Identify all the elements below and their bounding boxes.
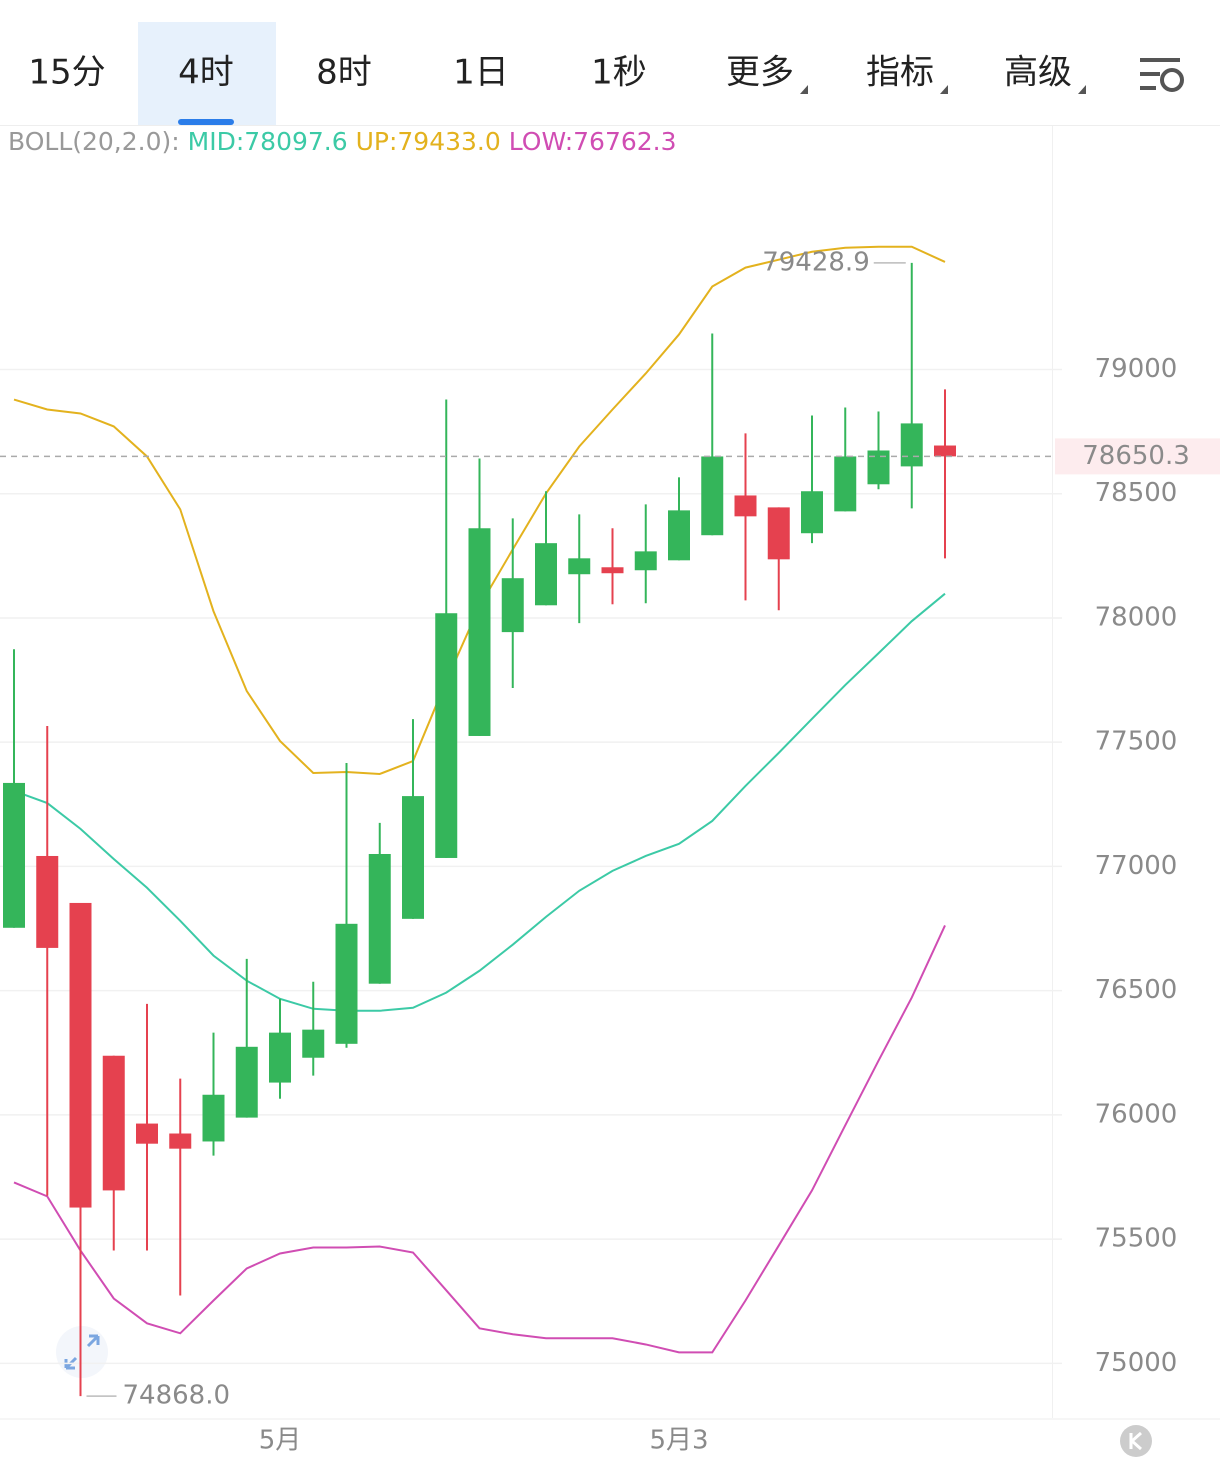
y-tick-label: 76500 [1095, 975, 1178, 1005]
tab-label[interactable]: 1秒 [591, 53, 647, 93]
candle-body [3, 782, 25, 928]
min-label: 74868.0 [123, 1381, 231, 1411]
k-icon[interactable] [1120, 1425, 1152, 1457]
legend-entry: UP:79433.0 [356, 127, 501, 156]
tab-label[interactable]: 指标 [866, 53, 934, 93]
candle-body [535, 543, 557, 606]
candle-body [801, 491, 823, 534]
candle-body [934, 445, 956, 457]
icon-bg [1120, 1425, 1152, 1457]
y-tick-label: 78500 [1095, 478, 1178, 508]
last-price-bg [1055, 438, 1220, 475]
indicator-legend: BOLL(20,2.0): MID:78097.6 UP:79433.0 LOW… [8, 127, 677, 156]
candle-body [501, 578, 524, 633]
legend-entry: MID:78097.6 [188, 127, 348, 156]
candle-body [202, 1094, 225, 1142]
candle-body [235, 1046, 258, 1118]
tab-label[interactable]: 8时 [316, 53, 372, 93]
candle-body [435, 613, 458, 858]
tab-label[interactable]: 15分 [28, 53, 105, 93]
candle-body [634, 551, 657, 571]
icon-gear [1160, 68, 1184, 92]
candle-body [402, 796, 424, 919]
y-tick-label: 76000 [1095, 1099, 1178, 1129]
candle-body [734, 495, 757, 517]
candle-body [900, 423, 923, 467]
candle-body [335, 923, 358, 1044]
settings-icon[interactable] [1140, 58, 1184, 92]
x-tick-label: 5月3 [649, 1426, 708, 1456]
dropdown-caret [800, 85, 808, 94]
dropdown-caret [1078, 85, 1086, 94]
tab-label[interactable]: 4时 [178, 53, 234, 93]
candle-body [102, 1055, 125, 1191]
y-tick-label: 79000 [1095, 354, 1178, 384]
band-line [13, 925, 946, 1354]
icon-bg [56, 1326, 108, 1378]
x-tick-label: 5月 [259, 1426, 302, 1456]
legend-entry: BOLL(20,2.0): [8, 127, 180, 156]
dropdown-caret [940, 85, 948, 94]
candle-body [302, 1029, 325, 1058]
candle-body [668, 510, 690, 561]
y-tick-label: 77500 [1095, 727, 1178, 757]
candle-body [468, 528, 491, 736]
active-tab-bg [138, 22, 276, 125]
legend-entry: LOW:76762.3 [509, 127, 677, 156]
tab-label[interactable]: 1日 [453, 53, 509, 93]
candle-body [867, 450, 890, 485]
icon-k [1129, 1431, 1142, 1451]
y-tick-label: 75500 [1095, 1224, 1178, 1254]
candle-body [36, 855, 59, 948]
y-tick-label: 77000 [1095, 851, 1178, 881]
band-line [13, 592, 946, 1012]
y-tick-label: 75000 [1095, 1348, 1178, 1378]
max-label: 79428.9 [762, 247, 870, 277]
candle-body [767, 507, 790, 560]
candle-body [69, 902, 92, 1208]
candle-body [269, 1032, 291, 1083]
tab-label[interactable]: 高级 [1004, 53, 1072, 93]
candle-body [568, 558, 591, 575]
last-price-label: 78650.3 [1082, 441, 1190, 471]
candle-body [601, 567, 624, 574]
candle-body [834, 456, 857, 512]
active-tab-indicator [178, 119, 234, 125]
candle-body [368, 853, 391, 984]
y-tick-label: 78000 [1095, 602, 1178, 632]
candle-body [701, 456, 724, 536]
tab-label[interactable]: 更多 [726, 53, 794, 93]
candle-body [136, 1123, 158, 1144]
expand-icon[interactable] [56, 1326, 108, 1378]
candle-body [169, 1133, 192, 1149]
